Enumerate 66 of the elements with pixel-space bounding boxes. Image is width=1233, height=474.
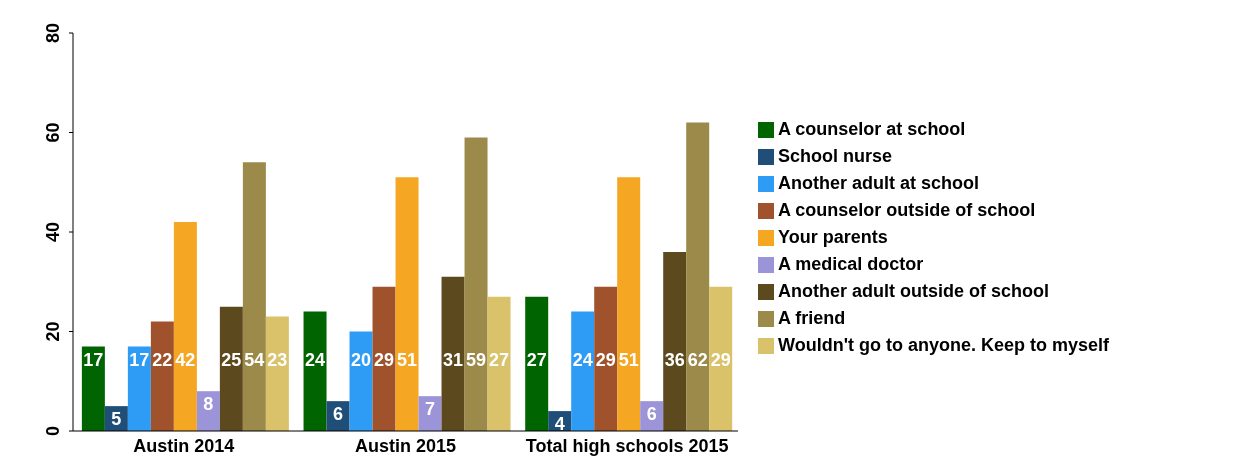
x-tick-label: Total high schools 2015 <box>525 435 729 456</box>
legend-label: Another adult at school <box>778 172 980 193</box>
data-label: 6 <box>646 403 657 424</box>
legend-label: A counselor at school <box>778 118 966 139</box>
data-label: 27 <box>526 349 547 370</box>
x-tick-label: Austin 2015 <box>354 435 457 456</box>
legend-label: A medical doctor <box>778 253 924 274</box>
data-label: 31 <box>443 349 464 370</box>
legend-label: A friend <box>778 307 846 328</box>
legend-label: Another adult outside of school <box>778 280 1049 301</box>
data-label: 62 <box>687 349 708 370</box>
bar <box>265 316 289 431</box>
bar <box>173 222 197 431</box>
data-label: 20 <box>351 349 372 370</box>
data-label: 29 <box>595 349 616 370</box>
data-label: 59 <box>466 349 487 370</box>
bar <box>594 286 618 431</box>
y-tick-label: 0 <box>43 425 63 437</box>
data-label: 29 <box>374 349 395 370</box>
legend-label: A counselor outside of school <box>778 199 1036 220</box>
bar <box>372 286 396 431</box>
data-label: 22 <box>152 349 173 370</box>
data-label: 4 <box>554 413 565 434</box>
bar <box>464 137 488 431</box>
bar <box>487 296 511 431</box>
data-label: 7 <box>425 398 436 419</box>
bar <box>571 311 595 431</box>
bar <box>617 177 641 431</box>
bar <box>395 177 419 431</box>
bar <box>441 276 465 431</box>
data-label: 24 <box>572 349 593 370</box>
data-label: 51 <box>397 349 418 370</box>
data-label: 27 <box>489 349 510 370</box>
bar <box>525 296 549 431</box>
data-label: 17 <box>129 349 150 370</box>
data-label: 17 <box>83 349 104 370</box>
bar <box>127 346 151 431</box>
x-tick-label: Austin 2014 <box>133 435 235 456</box>
data-label: 54 <box>244 349 265 370</box>
bar <box>349 331 373 431</box>
data-label: 29 <box>710 349 731 370</box>
data-label: 42 <box>175 349 196 370</box>
bar <box>418 396 442 431</box>
data-label: 23 <box>267 349 288 370</box>
data-label: 36 <box>664 349 685 370</box>
data-label: 51 <box>618 349 639 370</box>
bar <box>81 346 105 431</box>
y-tick-label: 20 <box>43 321 63 342</box>
legend-label: Wouldn't go to anyone. Keep to myself <box>778 334 1109 355</box>
y-tick-label: 60 <box>43 122 63 143</box>
bar <box>150 321 174 431</box>
data-label: 24 <box>305 349 326 370</box>
bar <box>686 122 710 431</box>
data-label: 6 <box>333 403 344 424</box>
y-tick-label: 40 <box>43 221 63 243</box>
legend-label: School nurse <box>778 145 893 166</box>
bar <box>219 306 243 431</box>
data-label: 8 <box>203 393 214 414</box>
y-tick-label: 80 <box>43 22 63 44</box>
bar <box>663 251 687 431</box>
data-label: 25 <box>221 349 242 370</box>
data-label: 5 <box>111 408 122 429</box>
bar <box>242 162 266 431</box>
bar <box>709 286 733 431</box>
legend-label: Your parents <box>778 226 888 247</box>
bar <box>303 311 327 431</box>
